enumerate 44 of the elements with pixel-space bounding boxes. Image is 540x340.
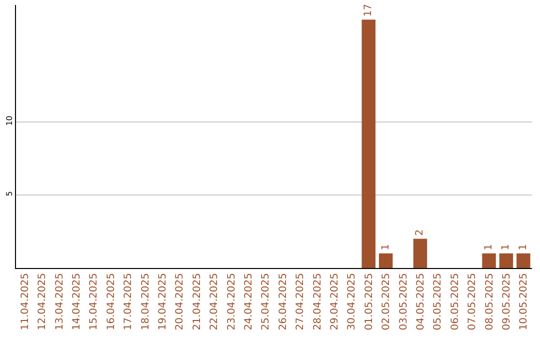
x-tick-label: 17.04.2025 — [123, 273, 134, 330]
data-label: 1 — [518, 244, 529, 250]
x-tick-label: 28.04.2025 — [312, 273, 324, 330]
bar — [499, 253, 514, 268]
data-label: 1 — [500, 244, 512, 250]
y-tick-label: 10 — [4, 116, 14, 126]
x-tick-label: 14.04.2025 — [71, 273, 82, 330]
x-tick-label: 01.05.2025 — [364, 273, 375, 330]
x-tick-label: 24.04.2025 — [243, 273, 254, 330]
x-tick-label: 29.04.2025 — [329, 273, 340, 330]
x-tick-label: 05.05.2025 — [432, 273, 444, 330]
data-label: 17 — [363, 4, 374, 17]
bar — [482, 253, 496, 268]
x-tick-label: 12.04.2025 — [37, 273, 48, 330]
x-tick-label: 22.04.2025 — [209, 273, 220, 330]
x-tick-label: 06.05.2025 — [450, 273, 461, 330]
x-tick-label: 11.04.2025 — [20, 273, 31, 330]
bar — [362, 20, 376, 268]
bar — [413, 238, 428, 268]
bar — [516, 253, 530, 268]
x-tick-label: 21.04.2025 — [192, 273, 203, 330]
y-tick-label: 5 — [4, 191, 14, 196]
x-tick-label: 25.04.2025 — [260, 273, 272, 330]
x-tick-label: 09.05.2025 — [501, 273, 512, 330]
x-tick-label: 10.05.2025 — [518, 273, 530, 330]
x-tick-label: 08.05.2025 — [484, 273, 496, 330]
x-tick-label: 19.04.2025 — [157, 273, 168, 330]
data-label: 1 — [484, 244, 494, 250]
x-tick-label: 23.04.2025 — [226, 273, 238, 330]
x-tick-label: 26.04.2025 — [278, 273, 289, 330]
x-tick-label: 15.04.2025 — [88, 273, 100, 330]
x-tick-label: 07.05.2025 — [467, 273, 478, 330]
x-tick-label: 18.04.2025 — [140, 273, 152, 330]
x-tick-label: 03.05.2025 — [398, 273, 410, 330]
x-tick-label: 02.05.2025 — [381, 273, 392, 330]
x-tick-label: 27.04.2025 — [295, 273, 306, 330]
data-label: 2 — [414, 229, 426, 236]
x-tick-label: 16.04.2025 — [106, 273, 117, 330]
data-label: 1 — [380, 244, 392, 250]
x-tick-label: 04.05.2025 — [415, 273, 426, 330]
x-tick-label: 13.04.2025 — [54, 273, 66, 330]
x-tick-label: 30.04.2025 — [346, 273, 358, 330]
x-tick-label: 20.04.2025 — [174, 273, 186, 330]
bar — [378, 253, 393, 268]
